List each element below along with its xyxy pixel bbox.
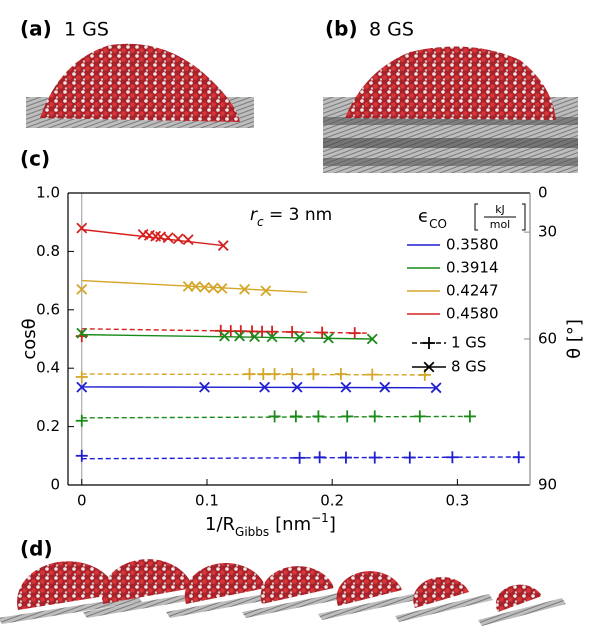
x-tick-label: 0 — [77, 492, 87, 510]
data-point — [76, 371, 88, 383]
data-point — [290, 410, 302, 422]
data-point — [244, 368, 256, 380]
data-point — [76, 450, 88, 462]
panel-label: (c) — [20, 147, 50, 171]
data-point — [340, 452, 352, 464]
legend-unit: mol — [490, 218, 511, 231]
data-point — [307, 368, 319, 380]
droplet — [345, 47, 556, 120]
data-point — [369, 452, 381, 464]
data-point — [286, 326, 298, 338]
x-axis-label-part: ] — [329, 514, 336, 535]
x-axis-label-part: [nm — [275, 514, 311, 535]
legend-title-part: ϵ — [418, 206, 429, 227]
y-axis-label: cosθ — [19, 318, 40, 359]
fit-line — [82, 387, 436, 388]
data-point — [423, 337, 435, 349]
x-tick-label: 0.1 — [195, 492, 219, 510]
annotation: rc = 3 nm — [250, 205, 332, 229]
data-point — [414, 410, 426, 422]
data-point — [312, 410, 324, 422]
data-point — [163, 233, 173, 243]
droplet — [40, 44, 240, 122]
x-axis-label-part: 1/R — [205, 514, 235, 535]
droplet-series — [0, 559, 566, 626]
data-point — [314, 451, 326, 463]
y-tick-label: 0.4 — [36, 359, 60, 377]
panel-label: (a) — [20, 17, 52, 41]
data-point — [513, 451, 525, 463]
data-point — [464, 410, 476, 422]
data-point — [286, 368, 298, 380]
y-tick-label: 0.6 — [36, 300, 60, 318]
y-tick-label: 0.2 — [36, 417, 60, 435]
data-point — [366, 369, 378, 381]
panel-label: (d) — [20, 537, 53, 561]
legend-label: 0.3914 — [446, 259, 499, 277]
substrate-layer — [323, 138, 578, 148]
legend-label: 0.4247 — [446, 282, 499, 300]
data-point — [369, 410, 381, 422]
y2-tick-label: 0 — [538, 184, 548, 202]
y-tick-label: 0 — [50, 476, 60, 494]
figure: (a) 1 GS (b) 8 GS (c) (d) 0 0.2 0.4 0.6 0.8 1… — [0, 0, 590, 629]
panel-title: 1 GS — [64, 19, 109, 41]
legend-title: ϵCO — [418, 206, 447, 231]
x-axis-label-part: −1 — [311, 511, 329, 525]
data-point — [76, 415, 88, 427]
panel-title: 8 GS — [369, 19, 414, 41]
data-point — [257, 368, 269, 380]
data-point — [269, 368, 281, 380]
legend-label: 0.4580 — [446, 305, 499, 323]
data-point — [349, 327, 361, 339]
legend-label: 0.3580 — [446, 236, 499, 254]
data-point — [341, 410, 353, 422]
panel-label: (b) — [325, 17, 358, 41]
data-point — [183, 235, 193, 245]
y-tick-label: 1.0 — [36, 184, 60, 202]
data-point — [269, 410, 281, 422]
data-point — [173, 234, 183, 244]
legend-unit: kJ — [495, 203, 505, 216]
data-point — [446, 451, 458, 463]
y2-axis-label: θ [°] — [564, 319, 585, 359]
annotation-part: = 3 nm — [264, 205, 333, 225]
y-tick-label: 0.8 — [36, 242, 60, 260]
chart: 0 0.2 0.4 0.6 0.8 1.0 0 0.1 0.2 0.3 0 30 60 90 cosθ θ [… — [19, 184, 585, 539]
y2-tick-label: 60 — [538, 330, 557, 348]
data-point — [294, 452, 306, 464]
legend-label: 8 GS — [451, 358, 486, 376]
legend-title-part: CO — [429, 217, 447, 231]
data-point — [76, 330, 88, 342]
x-tick-label: 0.3 — [445, 492, 469, 510]
x-axis-label: 1/RGibbs [nm−1] — [205, 511, 336, 539]
data-point — [404, 452, 416, 464]
y2-tick-label: 90 — [538, 476, 557, 494]
legend-label: 1 GS — [451, 334, 486, 352]
x-axis-label-part: Gibbs — [235, 525, 269, 539]
data-point — [335, 368, 347, 380]
y2-tick-label: 30 — [538, 223, 557, 241]
x-tick-label: 0.2 — [320, 492, 344, 510]
substrate-layer — [323, 158, 578, 166]
data-point — [235, 331, 245, 341]
